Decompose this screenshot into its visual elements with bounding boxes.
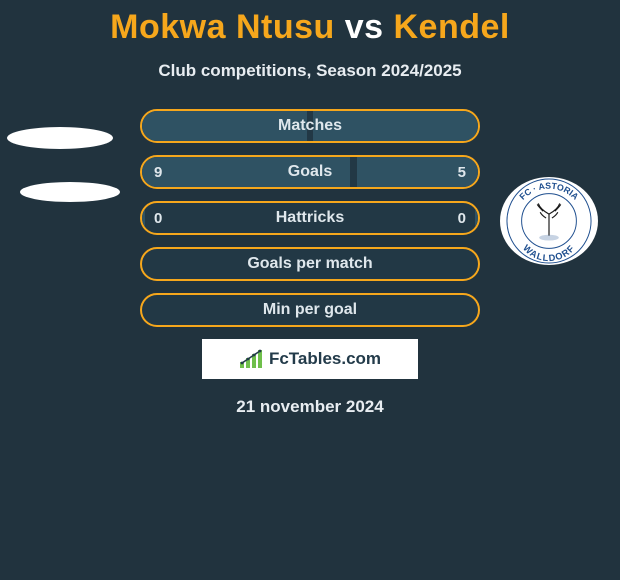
date-text: 21 november 2024: [0, 397, 620, 417]
subtitle: Club competitions, Season 2024/2025: [0, 61, 620, 81]
player1-avatar-placeholder-bottom: [20, 182, 120, 202]
stat-label: Goals: [142, 157, 478, 187]
player2-club-crest: FC · ASTORIA WALLDORF: [500, 177, 598, 265]
title-vs: vs: [345, 8, 384, 46]
stat-row: 00Hattricks: [140, 201, 480, 235]
stat-row: Min per goal: [140, 293, 480, 327]
brand-text: FcTables.com: [269, 349, 381, 369]
stat-label: Matches: [142, 111, 478, 141]
stat-label: Goals per match: [142, 249, 478, 279]
stat-row: Goals per match: [140, 247, 480, 281]
stat-label: Hattricks: [142, 203, 478, 233]
stat-label: Min per goal: [142, 295, 478, 325]
title-player1: Mokwa Ntusu: [110, 8, 335, 46]
bars-icon: [239, 348, 265, 370]
page-title: Mokwa Ntusu vs Kendel: [0, 0, 620, 47]
stat-row: 95Goals: [140, 155, 480, 189]
stat-row: Matches: [140, 109, 480, 143]
brand-badge: FcTables.com: [202, 339, 418, 379]
player1-avatar-placeholder-top: [7, 127, 113, 149]
title-player2: Kendel: [394, 8, 510, 46]
crest-svg: FC · ASTORIA WALLDORF: [500, 177, 598, 265]
